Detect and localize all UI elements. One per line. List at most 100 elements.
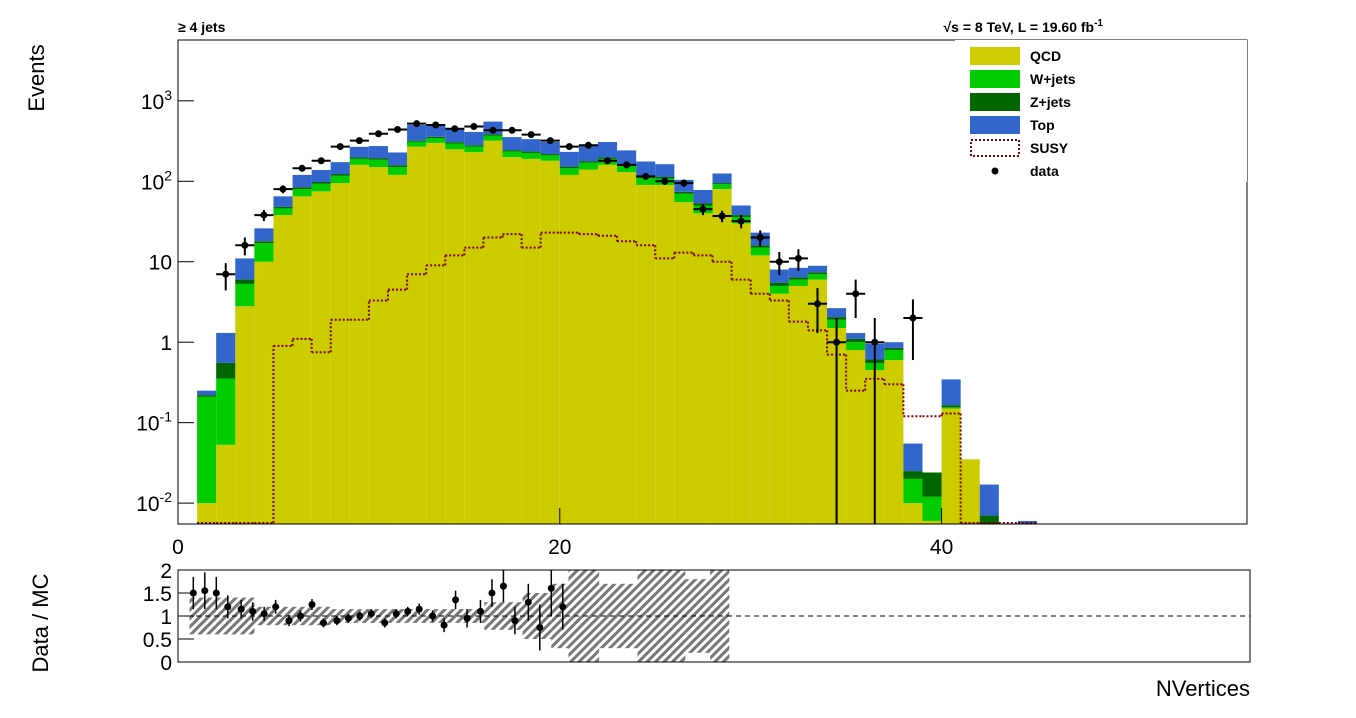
stack-bar [903,503,923,524]
stack-bar [769,282,789,286]
y-tick-label: 10 [149,252,172,275]
ratio-point [463,614,471,622]
ratio-point [499,582,507,590]
ratio-point [249,607,257,615]
data-point [279,185,287,193]
stack-bar [731,205,751,216]
data-point [775,258,783,266]
ratio-point [415,605,423,613]
data-point [432,121,440,129]
legend-swatch [970,116,1020,134]
stack-bar [941,405,961,408]
ratio-point [285,617,293,625]
data-point [527,131,535,139]
stack-bar [464,145,484,147]
x-tick-label: 40 [930,536,953,559]
stack-bar [521,151,541,153]
stack-bar [846,338,866,343]
stack-bar [807,272,828,275]
ratio-point [344,614,352,622]
y-tick-exp: 2 [164,167,172,183]
stack-bar [655,184,675,524]
ratio-point [272,603,280,611]
stack-bar [292,196,312,524]
data-point [604,157,612,165]
stack-bar [387,174,408,524]
stack-bar [540,160,560,524]
uncertainty-band [685,579,711,653]
stack-bar [216,378,236,445]
stack-bar [750,255,770,524]
ratio-point [547,584,555,592]
stack-bar [827,308,847,318]
stack-bar [884,347,904,350]
stack-bar [979,484,999,516]
data-point [222,270,230,278]
stack-bar [521,139,541,152]
stack-bar [846,342,866,350]
stack-bar [807,265,828,273]
stack-bar [788,277,808,280]
stack-bar [617,172,637,524]
stack-bar [750,247,770,256]
data-point [737,217,745,225]
stack-bar [540,154,560,156]
energy-label: √s = 8 TeV, L = 19.60 fb-1 [943,18,1103,35]
stack-bar [235,279,255,284]
stack-bar [731,223,751,524]
ratio-point [381,619,389,627]
y-tick-base: 10 [136,413,159,436]
stack-bar [254,243,274,262]
stack-bar [769,269,789,283]
y-tick-exp: -1 [160,409,173,425]
stack-bar [807,279,828,524]
ratio-point [333,617,341,625]
stack-bar [292,174,312,188]
stack-bar [387,152,408,166]
ratio-point [404,607,412,615]
stack-bar [617,150,637,165]
data-point [374,130,382,138]
stack-bar [712,184,732,190]
ratio-y-tick-label: 1.5 [143,583,172,606]
data-point [642,172,650,180]
stack-bar [693,189,713,204]
data-point [680,179,688,187]
stack-bar [445,149,465,524]
stack-bar [788,279,808,286]
main-frame [177,39,1248,525]
y-tick-label: 10-2 [136,489,172,516]
stack-bar [903,478,923,504]
ratio-point [260,610,268,618]
legend-label: Top [1030,117,1055,133]
stack-bar [540,155,560,161]
stack-bar [216,362,236,379]
stack-bar [712,189,732,524]
stack-bar [502,157,522,524]
ratio-point [429,612,437,620]
y-tick-label: 103 [141,87,172,114]
legend-label: Z+jets [1030,94,1071,110]
stack-bar [483,135,503,141]
energy-text: √s = 8 TeV, L = 19.60 fb [943,19,1094,35]
stack-bar [502,137,522,151]
data-point [355,137,363,145]
stack-bar [311,191,331,524]
stack-bar [483,134,503,136]
ratio-point [452,596,460,604]
data-point [813,300,821,308]
data-point [833,338,841,346]
stack-bar [254,261,274,524]
stack-bar [521,152,541,159]
stack-bar [979,515,999,524]
stack-bar [273,208,293,216]
stack-bar [445,142,465,144]
stack-bar [788,285,808,524]
stack-bar [960,459,980,524]
stack-bar [330,162,350,175]
ratio-point [297,612,305,620]
stack-bar [693,213,713,524]
stack-bar [273,215,293,524]
stack-bar [273,206,293,209]
